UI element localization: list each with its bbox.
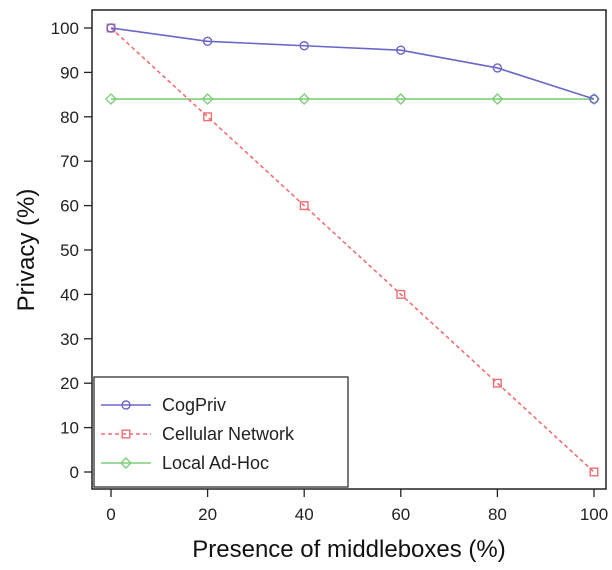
series-cogpriv [106, 23, 599, 104]
x-axis-title: Presence of middleboxes (%) [192, 536, 505, 563]
data-point-local-ad-hoc [298, 93, 311, 106]
data-point-cogpriv [299, 41, 309, 51]
legend-marker-cellular-network [121, 429, 131, 439]
legend-marker-local-ad-hoc [120, 457, 132, 469]
legend-marker-cogpriv [121, 400, 131, 410]
y-tick-label: 60 [60, 197, 79, 216]
y-tick-label: 20 [60, 374, 79, 393]
y-tick-label: 90 [60, 63, 79, 82]
data-point-cogpriv [492, 63, 503, 73]
data-point-local-ad-hoc [394, 93, 407, 106]
y-tick-label: 80 [60, 108, 79, 127]
x-tick-label: 40 [295, 505, 314, 524]
data-point-cellular-network [589, 467, 599, 477]
x-tick-label: 80 [488, 505, 507, 524]
data-point-cogpriv [106, 23, 116, 33]
y-tick-label: 10 [60, 419, 79, 438]
data-point-local-ad-hoc [201, 93, 214, 106]
series-line-cogpriv [110, 27, 595, 100]
data-point-local-ad-hoc [491, 93, 504, 106]
legend-item-cellular-network: Cellular Network [101, 424, 295, 444]
x-tick-label: 100 [580, 505, 608, 524]
y-tick-label: 40 [60, 285, 79, 304]
legend-label-cogpriv: CogPriv [162, 395, 226, 415]
data-point-cellular-network [299, 201, 309, 211]
legend-box [93, 376, 349, 488]
y-tick-label: 70 [60, 152, 79, 171]
series-line-cellular-network [110, 27, 595, 473]
data-point-cellular-network [203, 112, 213, 122]
legend: CogPriv Cellular Network Local Ad-Hoc [93, 376, 349, 488]
series-local-ad-hoc [105, 93, 600, 106]
y-tick-label: 30 [60, 330, 79, 349]
y-tick-label: 0 [70, 463, 79, 482]
x-tick-label: 20 [198, 505, 217, 524]
y-axis: 0 10 20 30 40 50 60 70 80 90 100 [51, 19, 92, 482]
data-point-cellular-network [492, 378, 502, 388]
data-point-cellular-network [396, 289, 406, 299]
y-tick-label: 50 [60, 241, 79, 260]
data-point-local-ad-hoc [105, 93, 117, 106]
data-point-cogpriv [589, 94, 599, 104]
x-tick-label: 60 [391, 505, 410, 524]
legend-item-cogpriv: CogPriv [101, 395, 226, 415]
legend-item-local-ad-hoc: Local Ad-Hoc [101, 453, 269, 473]
y-axis-title: Privacy (%) [13, 189, 40, 312]
data-point-cogpriv [396, 45, 406, 55]
x-axis: 0 20 40 60 80 100 [106, 489, 608, 524]
legend-label-local-ad-hoc: Local Ad-Hoc [162, 453, 269, 473]
x-tick-label: 0 [106, 505, 115, 524]
legend-label-cellular-network: Cellular Network [162, 424, 295, 444]
series-layer [105, 23, 600, 477]
data-point-cogpriv [202, 36, 213, 47]
y-tick-label: 100 [51, 19, 79, 38]
